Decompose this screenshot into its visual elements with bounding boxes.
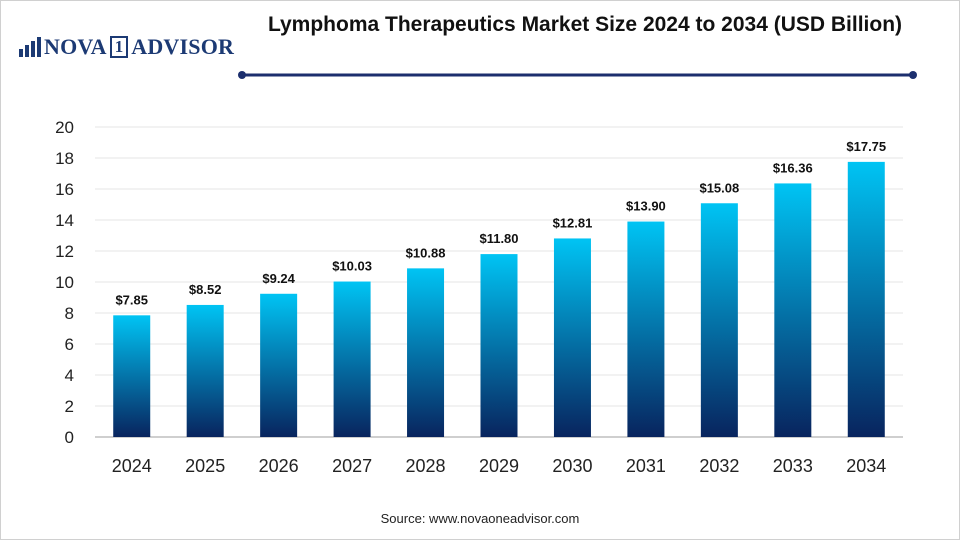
bar — [553, 238, 591, 437]
y-tick-label: 4 — [65, 366, 74, 385]
y-tick-label: 10 — [55, 273, 74, 292]
brand-digit: 1 — [114, 37, 124, 56]
x-tick-label: 2034 — [846, 456, 886, 476]
brand-logo: NOVA 1 ADVISOR — [18, 32, 234, 62]
data-label: $11.80 — [479, 231, 518, 246]
bar — [333, 281, 371, 437]
bar-chart-logo-icon — [19, 37, 41, 57]
data-labels: $7.85 $8.52 $9.24 $10.03 $10.88 $11.80 $12.81 $… — [115, 139, 886, 307]
x-tick-label: 2025 — [185, 456, 225, 476]
y-tick-label: 18 — [55, 149, 74, 168]
data-label: $10.03 — [332, 259, 372, 274]
y-tick-label: 12 — [55, 242, 74, 261]
bar — [480, 254, 518, 437]
x-tick-label: 2027 — [332, 456, 372, 476]
divider-left-dot — [238, 71, 246, 79]
y-tick-label: 20 — [55, 118, 74, 137]
data-label: $7.85 — [115, 292, 148, 307]
x-tick-label: 2032 — [699, 456, 739, 476]
bar — [774, 183, 812, 437]
data-label: $15.08 — [699, 180, 739, 195]
bar — [186, 304, 224, 437]
x-tick-label: 2026 — [259, 456, 299, 476]
brand-name-left: NOVA — [44, 34, 107, 59]
source-note: Source: www.novaoneadvisor.com — [380, 511, 580, 526]
bar — [260, 293, 298, 437]
bar — [407, 268, 445, 437]
data-label: $9.24 — [262, 271, 295, 286]
y-tick-label: 16 — [55, 180, 74, 199]
x-tick-label: 2029 — [479, 456, 519, 476]
title-divider — [238, 71, 917, 79]
x-tick-label: 2028 — [406, 456, 446, 476]
data-label: $8.52 — [189, 282, 222, 297]
x-axis: 2024 2025 2026 2027 2028 2029 2030 2031 2032 2033… — [112, 456, 887, 476]
bar — [627, 221, 665, 437]
data-label: $17.75 — [846, 139, 886, 154]
x-tick-label: 2031 — [626, 456, 666, 476]
x-tick-label: 2030 — [552, 456, 592, 476]
chart-title: Lymphoma Therapeutics Market Size 2024 t… — [267, 13, 903, 36]
x-tick-label: 2024 — [112, 456, 152, 476]
y-tick-label: 0 — [65, 428, 74, 447]
bars — [113, 161, 885, 437]
bar — [847, 161, 885, 437]
data-label: $10.88 — [406, 245, 446, 260]
brand-digit-box: 1 — [109, 36, 129, 58]
bar — [700, 203, 738, 437]
gridlines — [95, 126, 903, 438]
data-label: $16.36 — [773, 160, 813, 175]
data-label: $13.90 — [626, 199, 666, 214]
divider-right-dot — [909, 71, 917, 79]
bar — [113, 315, 151, 437]
brand-name-right: ADVISOR — [131, 34, 235, 59]
data-label: $12.81 — [553, 215, 593, 230]
x-tick-label: 2033 — [773, 456, 813, 476]
y-tick-label: 2 — [65, 397, 74, 416]
y-tick-label: 6 — [65, 335, 74, 354]
y-tick-label: 8 — [65, 304, 74, 323]
y-tick-label: 14 — [55, 211, 74, 230]
y-axis: 0 2 4 6 8 10 12 14 16 18 20 — [55, 118, 74, 447]
